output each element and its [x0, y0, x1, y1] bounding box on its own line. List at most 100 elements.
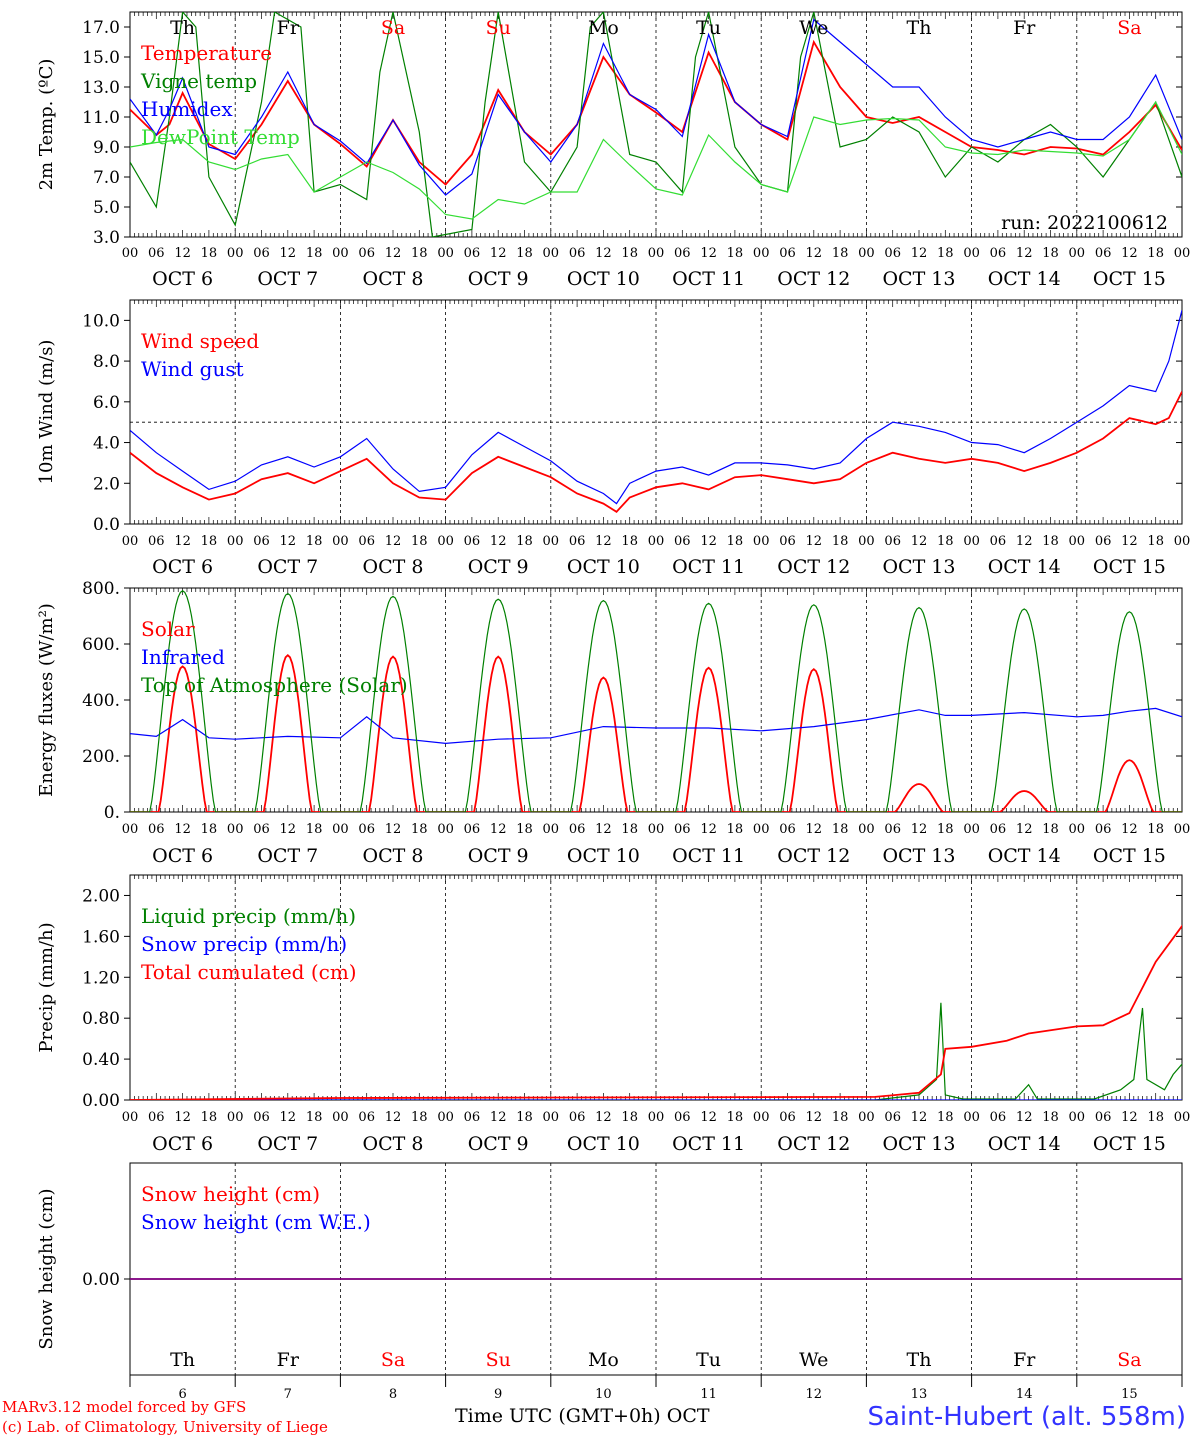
hour-tick-label: 00: [332, 246, 349, 261]
hour-tick-label: 18: [411, 534, 428, 549]
y-tick-label: 0.80: [82, 1009, 120, 1029]
date-label: OCT 6: [152, 268, 213, 290]
hour-tick-label: 06: [253, 534, 270, 549]
hour-tick-label: 12: [700, 534, 717, 549]
hour-tick-label: 18: [1042, 1110, 1059, 1125]
legend-entry: Top of Atmosphere (Solar): [141, 673, 408, 697]
weekday-label: Tu: [696, 1349, 721, 1371]
hour-tick-label: 18: [832, 246, 849, 261]
hour-tick-label: 18: [306, 822, 323, 837]
hour-tick-label: 00: [122, 822, 139, 837]
y-tick-label: 0.00: [82, 1091, 120, 1111]
hour-tick-label: 06: [990, 246, 1007, 261]
hour-tick-label: 00: [648, 246, 665, 261]
hour-tick-label: 00: [753, 534, 770, 549]
date-label: OCT 9: [468, 1133, 529, 1155]
hour-tick-label: 12: [595, 1110, 612, 1125]
hour-tick-label: 00: [963, 822, 980, 837]
date-label: OCT 15: [1093, 556, 1166, 578]
hour-tick-label: 12: [280, 246, 297, 261]
hour-tick-label: 06: [990, 822, 1007, 837]
hour-tick-label: 06: [569, 1110, 586, 1125]
date-label: OCT 8: [363, 1133, 424, 1155]
weekday-label: Th: [907, 17, 932, 39]
hour-tick-label: 00: [1069, 822, 1086, 837]
date-label: OCT 6: [152, 845, 213, 867]
date-label: OCT 9: [468, 556, 529, 578]
legend-entry: Humidex: [141, 97, 233, 121]
series-line-temperature: [130, 39, 1182, 186]
hour-tick-label: 18: [516, 534, 533, 549]
y-axis-label: 10m Wind (m/s): [36, 340, 57, 485]
y-tick-label: 0.: [104, 803, 120, 823]
date-label: OCT 11: [672, 1133, 745, 1155]
plot-frame: [129, 587, 1183, 813]
hour-tick-label: 06: [1095, 534, 1112, 549]
hour-tick-label: 00: [543, 822, 560, 837]
date-label: OCT 10: [567, 268, 640, 290]
date-label: OCT 13: [882, 268, 955, 290]
date-label: OCT 12: [777, 1133, 850, 1155]
series-line-wind-gust: [130, 310, 1182, 505]
hour-tick-label: 00: [858, 822, 875, 837]
hour-tick-label: 00: [543, 246, 560, 261]
y-tick-label: 800.: [82, 579, 120, 599]
hour-tick-label: 12: [1121, 1110, 1138, 1125]
hour-tick-label: 12: [806, 534, 823, 549]
weekday-label: Fr: [1013, 1349, 1036, 1371]
hour-tick-label: 00: [753, 1110, 770, 1125]
hour-tick-label: 06: [569, 822, 586, 837]
panel-2: [124, 299, 1183, 525]
hour-tick-label: 12: [806, 822, 823, 837]
hour-tick-label: 18: [1042, 246, 1059, 261]
hour-tick-label: 18: [201, 822, 218, 837]
hour-tick-label: 00: [227, 1110, 244, 1125]
date-label: OCT 12: [777, 268, 850, 290]
y-tick-label: 200.: [82, 747, 120, 767]
hour-tick-label: 06: [148, 822, 165, 837]
legend-entry: Snow height (cm W.E.): [141, 1210, 371, 1234]
hour-tick-label: 12: [1121, 246, 1138, 261]
y-axis-label: 2m Temp. (ºC): [36, 59, 57, 191]
weekday-label: Th: [170, 17, 195, 39]
hour-tick-label: 00: [122, 534, 139, 549]
panel-4: [124, 874, 1183, 1101]
hour-tick-label: 00: [648, 1110, 665, 1125]
date-label: OCT 12: [777, 556, 850, 578]
hour-tick-label: 06: [884, 534, 901, 549]
hour-tick-label: 12: [911, 822, 928, 837]
series-line-total-cumulated-cm-: [130, 924, 1182, 1100]
hour-tick-label: 18: [727, 534, 744, 549]
hour-tick-label: 00: [227, 246, 244, 261]
weekday-label: We: [799, 17, 828, 39]
hour-tick-label: 18: [411, 1110, 428, 1125]
hour-tick-label: 00: [858, 246, 875, 261]
date-label: OCT 6: [152, 556, 213, 578]
hour-tick-label: 06: [779, 534, 796, 549]
weekday-label: Fr: [1013, 17, 1036, 39]
hour-tick-label: 00: [332, 534, 349, 549]
y-tick-label: 1.20: [82, 968, 120, 988]
hour-tick-label: 12: [911, 534, 928, 549]
hour-tick-label: 06: [253, 822, 270, 837]
hour-tick-label: 00: [332, 1110, 349, 1125]
hour-tick-label: 00: [1069, 1110, 1086, 1125]
month-text: OCT: [666, 1405, 710, 1427]
date-label: OCT 13: [882, 1133, 955, 1155]
hour-tick-label: 06: [674, 1110, 691, 1125]
y-tick-label: 10.0: [82, 311, 120, 331]
y-tick-label: 400.: [82, 691, 120, 711]
hour-tick-label: 06: [779, 822, 796, 837]
hour-tick-label: 12: [700, 822, 717, 837]
legend-entry: Solar: [141, 617, 195, 641]
weekday-label: We: [799, 1349, 828, 1371]
hour-tick-label: 06: [1095, 1110, 1112, 1125]
day-number-label: 6: [178, 1387, 186, 1402]
date-label: OCT 9: [468, 268, 529, 290]
hour-tick-label: 12: [1016, 1110, 1033, 1125]
day-number-label: 14: [1016, 1387, 1033, 1402]
hour-tick-label: 06: [990, 1110, 1007, 1125]
hour-tick-label: 18: [516, 246, 533, 261]
weekday-label: Mo: [588, 17, 619, 39]
date-label: OCT 8: [363, 268, 424, 290]
